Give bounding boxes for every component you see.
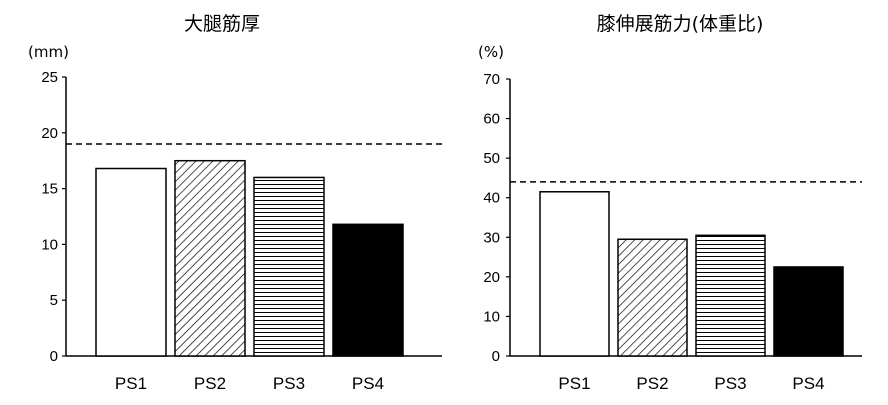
y-tick-label: 10 — [41, 236, 58, 253]
y-tick-label: 25 — [41, 69, 58, 86]
y-tick-label: 0 — [492, 348, 500, 365]
y-tick-label: 20 — [41, 125, 58, 142]
chart-knee-extension-strength: 膝伸展筋力(体重比) (%) 0 10 20 30 40 50 60 70 PS1 PS2 PS3… — [478, 13, 862, 393]
x-category-label: PS2 — [636, 374, 668, 393]
x-category-label: PS4 — [352, 374, 384, 393]
chart-2-bars — [539, 191, 844, 357]
y-tick-label: 0 — [50, 348, 58, 365]
y-tick-label: 40 — [483, 190, 500, 207]
bar-ps4 — [773, 266, 844, 357]
x-category-label: PS2 — [194, 374, 226, 393]
y-tick-label: 30 — [483, 229, 500, 246]
chart-1-y-ticks: 0 5 10 15 20 25 — [41, 69, 66, 365]
chart-1-x-labels: PS1 PS2 PS3 PS4 — [115, 374, 384, 393]
y-tick-label: 10 — [483, 308, 500, 325]
chart-1-title: 大腿筋厚 — [184, 13, 260, 35]
x-category-label: PS1 — [558, 374, 590, 393]
y-tick-label: 70 — [483, 71, 500, 88]
chart-2-x-labels: PS1 PS2 PS3 PS4 — [558, 374, 824, 393]
x-category-label: PS3 — [714, 374, 746, 393]
bar-ps1 — [539, 191, 610, 357]
chart-1-unit-label: (mm) — [28, 43, 69, 61]
bar-ps3 — [253, 176, 325, 357]
x-category-label: PS4 — [792, 374, 824, 393]
bar-ps2 — [174, 159, 246, 357]
bar-ps3 — [695, 234, 766, 357]
x-category-label: PS3 — [273, 374, 305, 393]
y-tick-label: 60 — [483, 111, 500, 128]
chart-thigh-muscle-thickness: 大腿筋厚 (mm) 0 5 10 15 20 25 PS1 PS2 PS3 PS4 — [28, 13, 442, 393]
bar-ps4 — [332, 223, 404, 357]
y-tick-label: 15 — [41, 181, 58, 198]
chart-2-title: 膝伸展筋力(体重比) — [597, 13, 764, 35]
chart-2-unit-label: (%) — [478, 43, 504, 61]
x-category-label: PS1 — [115, 374, 147, 393]
bar-ps2 — [617, 238, 688, 357]
y-tick-label: 5 — [50, 292, 58, 309]
chart-1-bars — [95, 159, 404, 357]
chart-2-y-ticks: 0 10 20 30 40 50 60 70 — [483, 71, 510, 365]
bar-ps1 — [95, 167, 167, 357]
y-tick-label: 20 — [483, 269, 500, 286]
y-tick-label: 50 — [483, 150, 500, 167]
